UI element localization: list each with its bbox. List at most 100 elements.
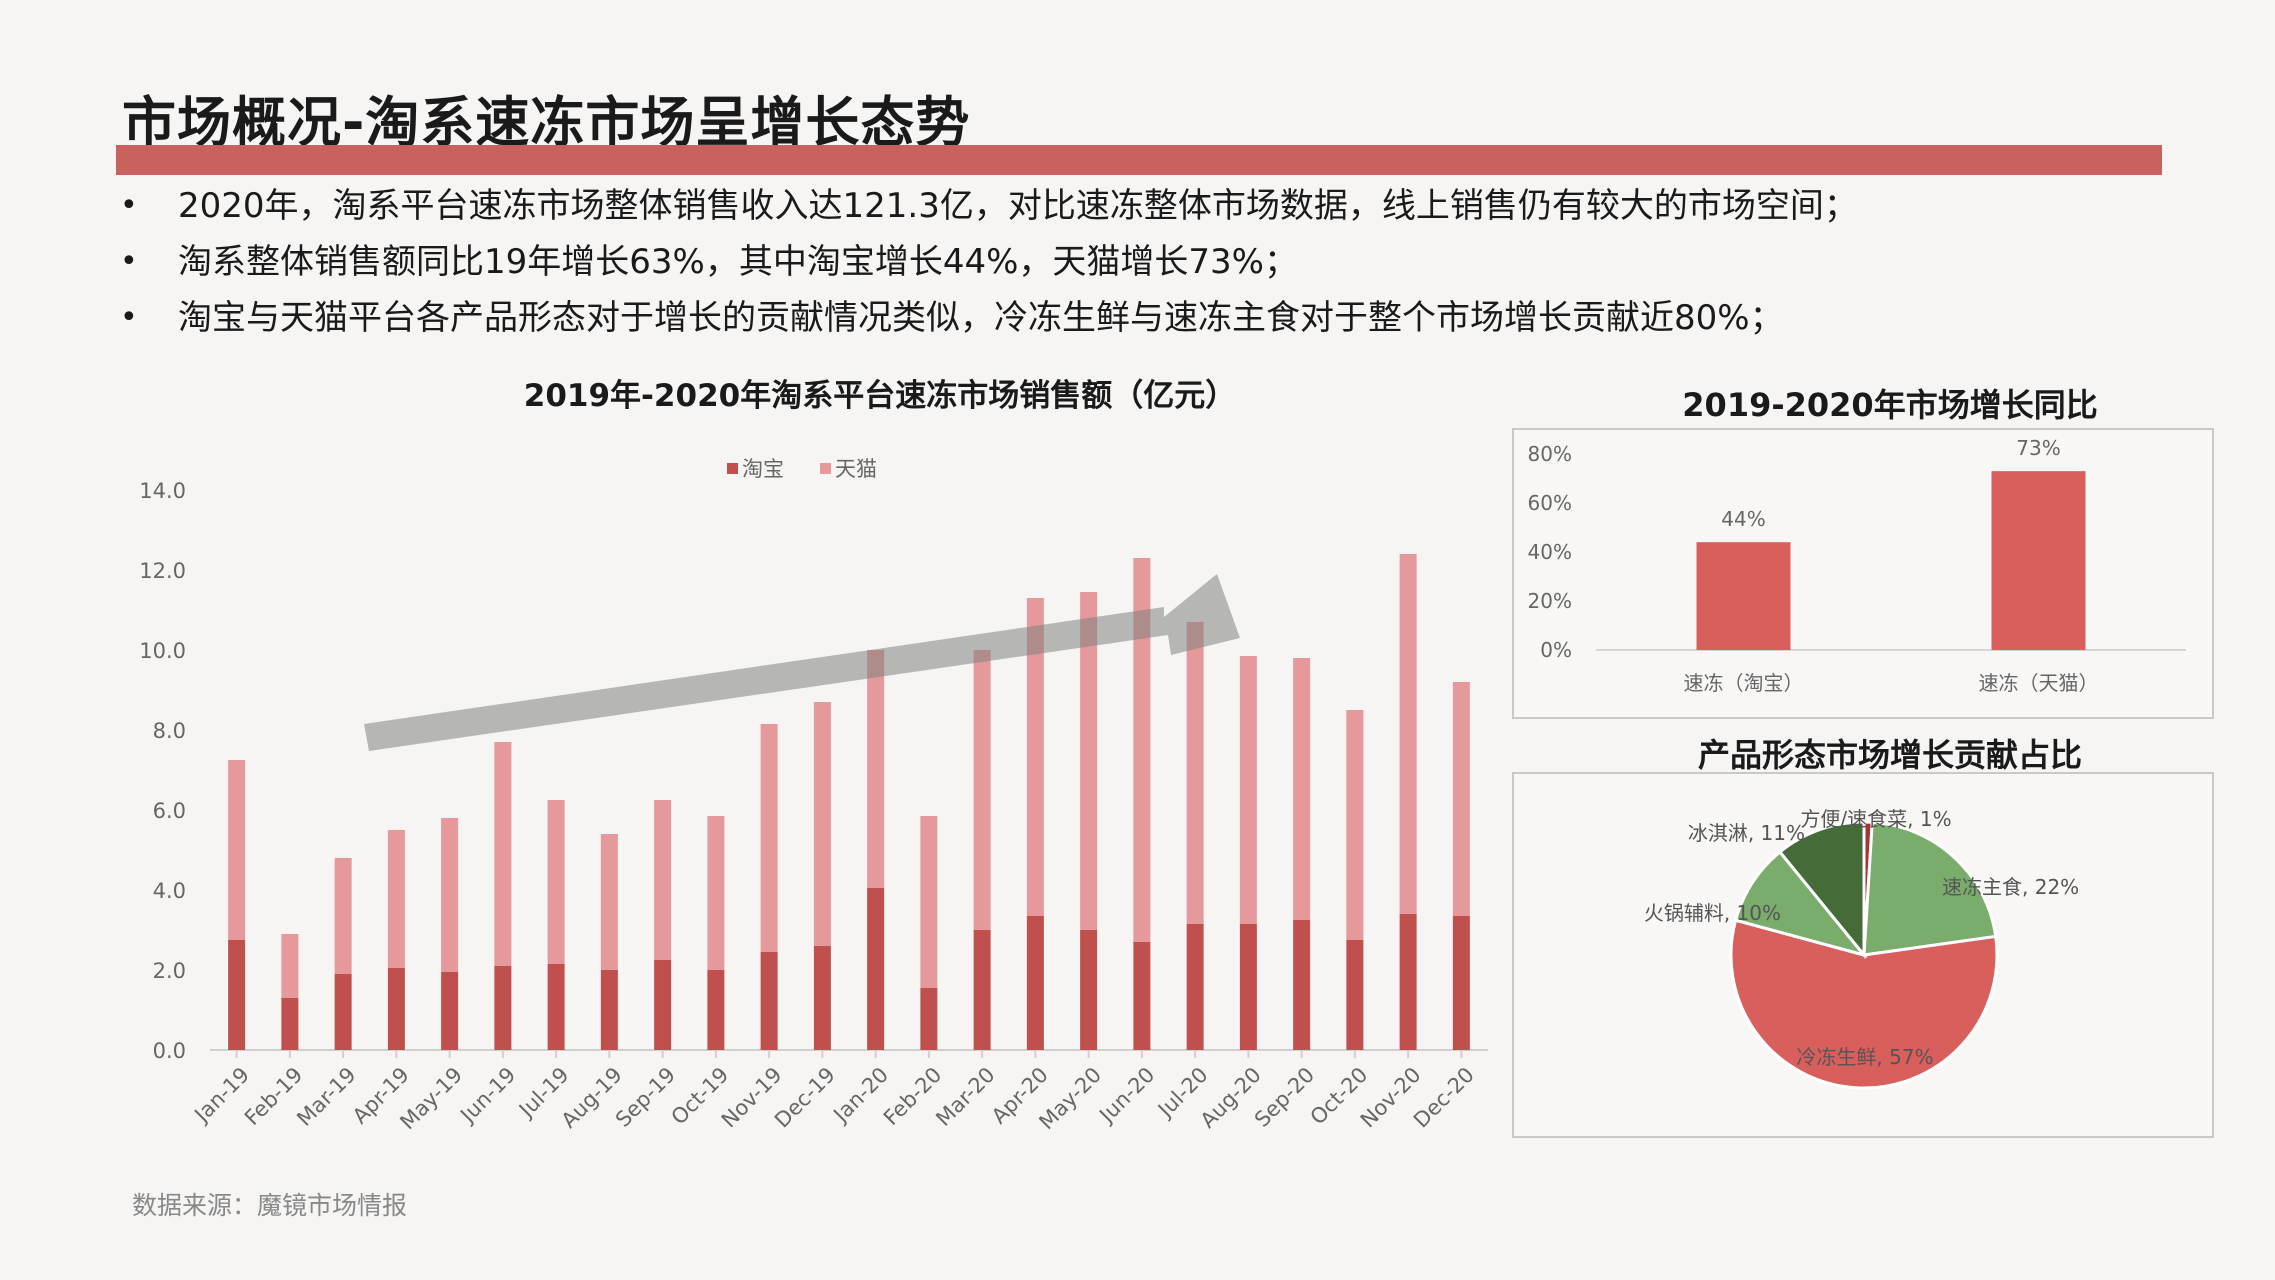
bar-tmall	[1452, 682, 1470, 916]
bullet-text: 淘系整体销售额同比19年增长63%，其中淘宝增长44%，天猫增长73%；	[178, 242, 1298, 282]
bar-data-label: 44%	[1721, 507, 1765, 531]
x-tick-label: 速冻（淘宝）	[1684, 671, 1804, 695]
pie-chart-title: 产品形态市场增长贡献占比	[1697, 736, 2082, 774]
pie-slice	[1777, 820, 1866, 960]
bar-tmall	[494, 742, 512, 966]
growth-bar	[1991, 471, 2086, 650]
growth-chart-panel: 0% 20% 40% 60% 80% 44% 速冻（淘宝） 73% 速冻（天猫）	[1512, 428, 2214, 719]
bullet-text: 淘宝与天猫平台各产品形态对于增长的贡献情况类似，冷冻生鲜与速冻主食对于整个市场增…	[178, 298, 1784, 338]
bar-taobao	[441, 972, 459, 1050]
bar-tmall	[281, 934, 299, 998]
x-tick-label: 速冻（天猫）	[1979, 671, 2099, 695]
bar-taobao	[867, 888, 885, 1050]
bullet-text: 2020年，淘系平台速冻市场整体销售收入达121.3亿，对比速冻整体市场数据，线…	[178, 186, 1858, 226]
bar-taobao	[387, 968, 405, 1050]
pie-chart-panel: 方便/速食菜, 1% 速冻主食, 22% 冷冻生鲜, 57% 火锅辅料, 10% 冰淇淋…	[1512, 772, 2214, 1138]
bar-tmall	[547, 800, 565, 964]
bar-tmall	[867, 650, 885, 888]
bar-taobao	[1186, 924, 1204, 1050]
bar-tmall	[813, 702, 831, 946]
x-tick-label: Sep-20	[1250, 1063, 1319, 1132]
bar-tmall	[1133, 558, 1151, 942]
bar-taobao	[813, 946, 831, 1050]
y-tick-label: 2.0	[153, 959, 186, 983]
bar-tmall	[1239, 656, 1257, 924]
y-tick-label: 8.0	[153, 719, 186, 743]
bar-taobao	[1239, 924, 1257, 1050]
bar-tmall	[387, 830, 405, 968]
x-tick-label: Jun-19	[455, 1063, 521, 1129]
bar-tmall	[1080, 592, 1098, 930]
legend-label-taobao: 淘宝	[742, 457, 784, 481]
bar-taobao	[600, 970, 618, 1050]
bar-taobao	[920, 988, 938, 1050]
pie-slice	[1733, 849, 1869, 958]
y-tick-label: 40%	[1528, 540, 1572, 564]
x-tick-label: Dec-19	[770, 1063, 840, 1133]
bar-tmall	[760, 724, 778, 952]
bar-taobao	[494, 966, 512, 1050]
y-tick-label: 4.0	[153, 879, 186, 903]
contribution-pie-chart: 方便/速食菜, 1% 速冻主食, 22% 冷冻生鲜, 57% 火锅辅料, 10% 冰淇淋…	[1644, 807, 2079, 1090]
bar-taobao	[707, 970, 725, 1050]
bar-taobao	[1399, 914, 1417, 1050]
legend-swatch-taobao	[727, 463, 738, 474]
x-tick-label: Jun-20	[1094, 1063, 1160, 1129]
bar-tmall	[441, 818, 459, 972]
bar-taobao	[654, 960, 672, 1050]
bar-tmall	[334, 858, 352, 974]
pie-slice	[1862, 820, 1998, 957]
bar-tmall	[1026, 598, 1044, 916]
page-title: 市场概况-淘系速冻市场呈增长态势	[122, 91, 971, 154]
y-tick-label: 6.0	[153, 799, 186, 823]
pie-slice-label: 冰淇淋, 11%	[1688, 821, 1805, 845]
bar-taobao	[228, 940, 246, 1050]
bar-tmall	[1186, 622, 1204, 924]
bullet-item: • 淘系整体销售额同比19年增长63%，其中淘宝增长44%，天猫增长73%；	[116, 234, 2176, 290]
y-tick-label: 12.0	[139, 559, 186, 583]
bullet-list: • 2020年，淘系平台速冻市场整体销售收入达121.3亿，对比速冻整体市场数据，…	[116, 178, 2176, 346]
y-tick-label: 0%	[1540, 638, 1572, 662]
y-tick-label: 14.0	[139, 479, 186, 503]
bar-taobao	[973, 930, 991, 1050]
title-underline-bar	[116, 145, 2162, 175]
pie-slice-label: 冷冻生鲜, 57%	[1796, 1045, 1933, 1069]
x-tick-label: Sep-19	[611, 1063, 680, 1132]
y-tick-label: 0.0	[153, 1039, 186, 1063]
y-tick-label: 80%	[1528, 442, 1572, 466]
bullet-item: • 淘宝与天猫平台各产品形态对于增长的贡献情况类似，冷冻生鲜与速冻主食对于整个市场…	[116, 290, 2176, 346]
bar-tmall	[707, 816, 725, 970]
sales-stacked-bar-chart: 0.02.04.06.08.010.012.014.0Jan-19Feb-19M…	[139, 457, 1488, 1134]
bullet-dot: •	[120, 188, 138, 223]
bullet-dot: •	[120, 244, 138, 279]
bar-taobao	[1080, 930, 1098, 1050]
bar-tmall	[1399, 554, 1417, 914]
y-tick-label: 60%	[1528, 491, 1572, 515]
bar-data-label: 73%	[2016, 436, 2060, 460]
bar-taobao	[1293, 920, 1311, 1050]
growth-bar	[1696, 542, 1791, 650]
bar-tmall	[228, 760, 246, 940]
data-source-note: 数据来源：魔镜市场情报	[132, 1191, 408, 1220]
bar-tmall	[600, 834, 618, 970]
bar-taobao	[1452, 916, 1470, 1050]
y-tick-label: 20%	[1528, 589, 1572, 613]
growth-bar-chart: 0% 20% 40% 60% 80% 44% 速冻（淘宝） 73% 速冻（天猫）	[1528, 436, 2186, 695]
legend-swatch-tmall	[820, 463, 831, 474]
legend-label-tmall: 天猫	[835, 457, 877, 481]
bar-tmall	[920, 816, 938, 988]
bar-tmall	[973, 650, 991, 930]
bullet-dot: •	[120, 300, 138, 335]
sales-chart-title: 2019年-2020年淘系平台速冻市场销售额（亿元）	[523, 378, 1237, 414]
bar-taobao	[334, 974, 352, 1050]
y-tick-label: 10.0	[139, 639, 186, 663]
bullet-item: • 2020年，淘系平台速冻市场整体销售收入达121.3亿，对比速冻整体市场数据，…	[116, 178, 2176, 234]
pie-slice-label: 速冻主食, 22%	[1942, 875, 2079, 899]
bar-tmall	[654, 800, 672, 960]
bar-tmall	[1293, 658, 1311, 920]
bar-taobao	[547, 964, 565, 1050]
bar-taobao	[281, 998, 299, 1050]
x-tick-label: Dec-20	[1409, 1063, 1479, 1133]
bar-taobao	[760, 952, 778, 1050]
